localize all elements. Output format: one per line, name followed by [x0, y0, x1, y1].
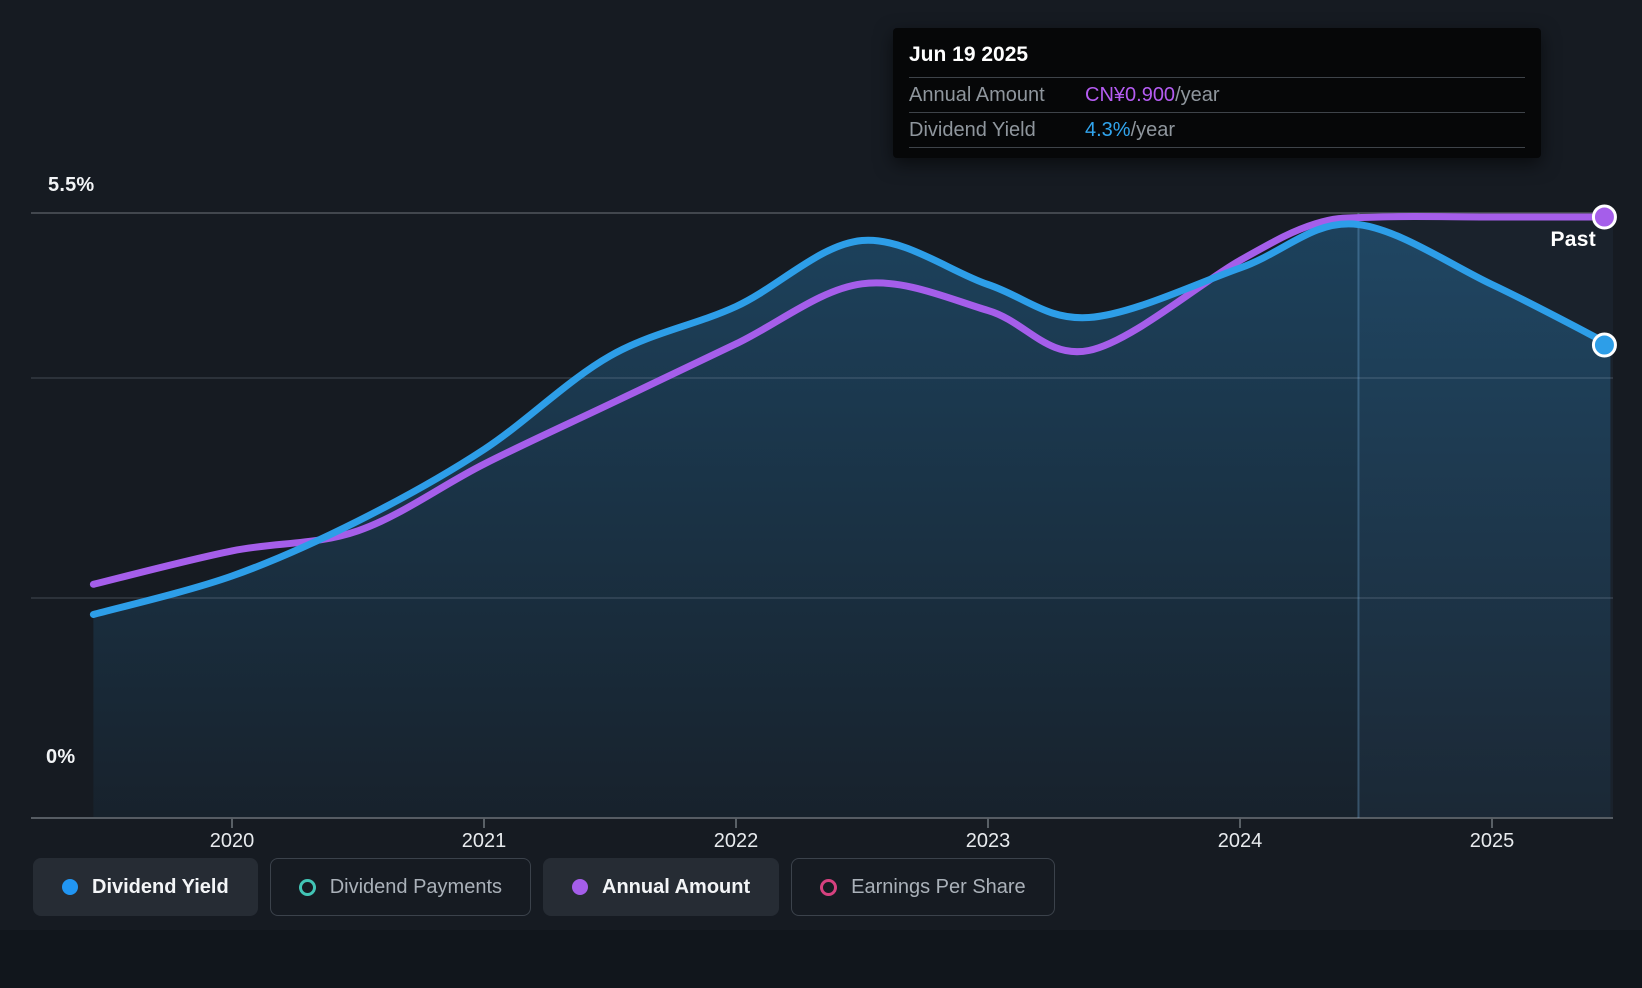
legend-item-earnings-per-share[interactable]: Earnings Per Share [791, 858, 1055, 916]
past-annotation: Past [1550, 228, 1596, 251]
tooltip-row: Annual Amount CN¥0.900/year [909, 78, 1525, 113]
legend-item-label: Earnings Per Share [851, 875, 1026, 898]
annual-amount-end-marker[interactable] [1591, 204, 1617, 230]
gridlines [31, 212, 1613, 599]
tooltip-row-label: Annual Amount [909, 83, 1045, 106]
chart-legend: Dividend Yield Dividend Payments Annual Am… [33, 858, 1055, 916]
x-tick-label: 2023 [965, 830, 1011, 852]
tooltip-row-label: Dividend Yield [909, 118, 1036, 141]
x-tick-mark [1239, 818, 1241, 828]
x-tick-mark [1491, 818, 1493, 828]
tooltip-row-value: 4.3% [1085, 118, 1131, 141]
dividend-yield-area [93, 223, 1611, 818]
tooltip-rows: Annual Amount CN¥0.900/year Dividend Yield… [909, 78, 1525, 148]
y-axis-max-label: 5.5% [48, 174, 95, 196]
x-tick-label: 2022 [713, 830, 759, 852]
bottom-strip [0, 930, 1642, 988]
y-axis-min-label: 0% [46, 746, 76, 768]
x-tick-mark [231, 818, 233, 828]
x-tick-mark [483, 818, 485, 828]
tooltip-date: Jun 19 2025 [909, 39, 1525, 78]
annual-amount-line [89, 213, 1614, 588]
legend-dot-icon [572, 879, 589, 895]
dividend-yield-line [89, 220, 1614, 618]
x-tick-mark [987, 818, 989, 828]
tooltip-row-suffix: /year [1130, 118, 1176, 141]
legend-item-dividend-payments[interactable]: Dividend Payments [269, 858, 532, 916]
dividend-yield-end-marker[interactable] [1591, 332, 1617, 358]
legend-item-dividend-yield[interactable]: Dividend Yield [33, 858, 258, 916]
legend-dot-icon [62, 879, 78, 895]
legend-item-label: Dividend Yield [92, 875, 229, 898]
legend-ring-icon [298, 878, 316, 896]
x-tick-label: 2021 [461, 830, 507, 852]
legend-ring-icon [820, 878, 838, 896]
x-tick-label: 2024 [1217, 830, 1263, 852]
x-tick-mark [735, 818, 737, 828]
legend-item-label: Dividend Payments [329, 875, 503, 898]
chart-tooltip: Jun 19 2025 Annual Amount CN¥0.900/year Di… [893, 28, 1541, 158]
tooltip-row-value: CN¥0.900 [1085, 83, 1176, 106]
x-tick-label: 2025 [1469, 830, 1515, 852]
x-tick-label: 2020 [209, 830, 255, 852]
tooltip-row: Dividend Yield 4.3%/year [909, 113, 1525, 148]
legend-item-label: Annual Amount [602, 875, 751, 898]
tooltip-row-suffix: /year [1175, 83, 1220, 106]
legend-item-annual-amount[interactable]: Annual Amount [543, 858, 780, 916]
